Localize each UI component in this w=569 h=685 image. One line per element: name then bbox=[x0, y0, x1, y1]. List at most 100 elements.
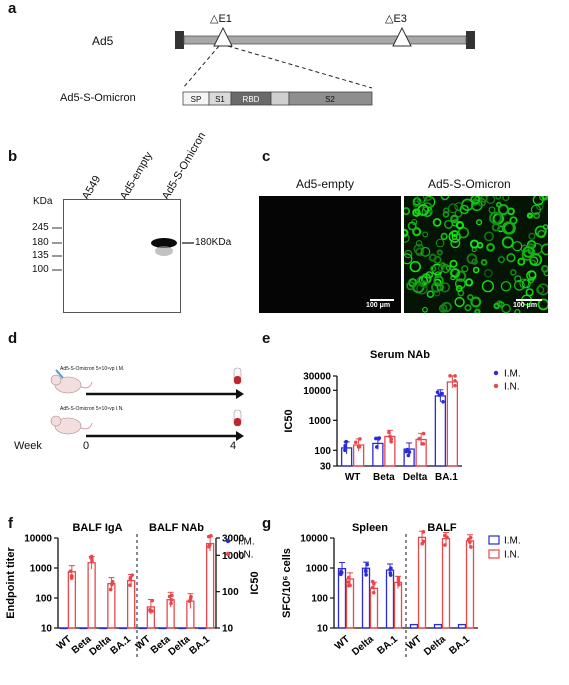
cell bbox=[529, 256, 539, 266]
chart-e-bar-im-point bbox=[435, 390, 440, 395]
panel-label-f: f bbox=[8, 515, 13, 532]
panel-label-g: g bbox=[262, 515, 272, 532]
chart-e-title: Serum NAb bbox=[370, 349, 430, 361]
chart-f-yaxis-left-tick-label: 1000 bbox=[30, 564, 53, 575]
chart-f-yaxis-left-tick-label: 10 bbox=[41, 624, 53, 635]
chart-g-bar-im bbox=[409, 623, 419, 629]
chart-g-bar-in-point bbox=[442, 533, 447, 538]
band-180kda bbox=[151, 238, 177, 248]
chart-g-bar-in-point bbox=[397, 582, 401, 587]
marker-100: 100 bbox=[32, 264, 49, 275]
cell bbox=[474, 308, 481, 313]
cell bbox=[432, 218, 442, 227]
cell bbox=[454, 278, 466, 290]
chart-g-xtick-label: BA.1 bbox=[375, 634, 400, 657]
chart-f-legend-im-marker bbox=[225, 538, 231, 544]
chart-f-bar-in bbox=[87, 562, 96, 629]
chart-g-bar-im-point bbox=[389, 566, 393, 570]
chart-f-bar-in-point bbox=[69, 576, 74, 580]
chart-g-bar-in-point bbox=[348, 583, 352, 588]
cell bbox=[537, 283, 548, 296]
cell bbox=[502, 196, 510, 202]
cell bbox=[519, 278, 530, 289]
chart-e-bar-im bbox=[434, 395, 447, 467]
chart-f-bar-in-point bbox=[128, 583, 132, 587]
cell bbox=[438, 304, 448, 313]
cell bbox=[440, 196, 450, 201]
cell bbox=[466, 253, 478, 265]
cell bbox=[495, 196, 501, 200]
cell bbox=[412, 227, 422, 237]
week-4-label: 4 bbox=[230, 440, 237, 452]
chart-e-bar-in-point bbox=[417, 436, 422, 441]
cell bbox=[470, 196, 481, 205]
chart-e-bar-in-point bbox=[358, 437, 362, 441]
chart-e-bar-in-point bbox=[388, 434, 392, 439]
chart-e-yaxis-tick-label: 30000 bbox=[303, 372, 331, 383]
cell bbox=[497, 203, 510, 216]
marker-135: 135 bbox=[32, 250, 49, 261]
chart-e-bar-im-point bbox=[343, 448, 347, 453]
micrograph-title-omicron: Ad5-S-Omicron bbox=[428, 177, 511, 191]
cell bbox=[444, 219, 453, 229]
marker-180: 180 bbox=[32, 237, 49, 248]
chart-e-bar-in-point bbox=[453, 374, 457, 378]
chart-g-legend-in-marker bbox=[488, 549, 500, 559]
chart-g-bar-im-point bbox=[339, 570, 344, 575]
chart-f-legend-in-marker bbox=[225, 551, 231, 557]
chart-g-bar-in-point bbox=[421, 530, 426, 534]
segment-s1-label: S1 bbox=[215, 95, 225, 104]
chart-g-bar-in bbox=[465, 540, 475, 629]
schedule-row-im: Ad5-S-Omicron 5×10⁹vp I.M. bbox=[60, 366, 125, 372]
cell bbox=[526, 270, 537, 281]
chart-g-bar-im bbox=[433, 623, 443, 629]
cell bbox=[440, 301, 452, 313]
cell bbox=[455, 221, 465, 230]
cell bbox=[522, 245, 535, 258]
chart-g-bar-in-point bbox=[370, 585, 375, 590]
chart-e-bar-in-point bbox=[420, 442, 424, 446]
chart-g-bar-in bbox=[417, 536, 427, 629]
chart-f-xtick-label: Delta bbox=[167, 634, 193, 658]
cell bbox=[484, 269, 493, 278]
chart-e-bar-im-point bbox=[344, 439, 349, 444]
cell bbox=[450, 274, 456, 281]
chart-f-bar-in bbox=[126, 579, 136, 629]
cell bbox=[459, 204, 470, 215]
cell bbox=[440, 232, 448, 241]
cell bbox=[533, 212, 541, 220]
arrowhead-in bbox=[236, 431, 244, 441]
chart-f-xtick-label: BA.1 bbox=[109, 634, 134, 657]
cell bbox=[489, 211, 502, 225]
chart-e-yaxis-tick-label: 100 bbox=[314, 446, 331, 457]
marker-245: 245 bbox=[32, 222, 49, 233]
chart-e-legend-in-label: I.N. bbox=[504, 382, 520, 393]
scalebar-label-omicron: 100 μm bbox=[513, 302, 538, 309]
chart-g-bar-im-point bbox=[364, 568, 368, 573]
chart-e-bar-in-point bbox=[353, 440, 358, 445]
chart-e-bar-im-point bbox=[437, 393, 442, 397]
construct-label: Ad5 bbox=[92, 34, 114, 48]
chart-g-bar-in-point bbox=[443, 543, 447, 547]
panel-label-d: d bbox=[8, 330, 18, 347]
cell bbox=[530, 204, 541, 215]
chart-f-bar-in-point bbox=[148, 609, 152, 613]
chart-e-xtick-label: Beta bbox=[373, 472, 395, 483]
chart-g-legend-in-label: I.N. bbox=[504, 550, 520, 561]
cell bbox=[431, 281, 442, 293]
chart-f-yaxis-right-tick-label: 100 bbox=[222, 587, 239, 598]
chart-g-bar-in-point bbox=[396, 578, 401, 583]
chart-f-legend-im-label: I.M. bbox=[238, 537, 255, 548]
chart-f-xtick-label: Delta bbox=[88, 634, 114, 658]
cell bbox=[464, 278, 474, 287]
chart-e-bar-in-point bbox=[453, 378, 457, 383]
chart-g-bar-im bbox=[361, 567, 371, 629]
chart-g-bar-in-point bbox=[346, 580, 351, 584]
chart-e-bar-im-point bbox=[440, 391, 444, 396]
cell bbox=[517, 257, 526, 266]
chart-f-bar-in bbox=[205, 542, 215, 629]
chart-g-bar-in-point bbox=[370, 579, 375, 584]
chart-f-bar-im bbox=[79, 627, 88, 630]
chart-e-bar-im-point bbox=[405, 447, 409, 452]
